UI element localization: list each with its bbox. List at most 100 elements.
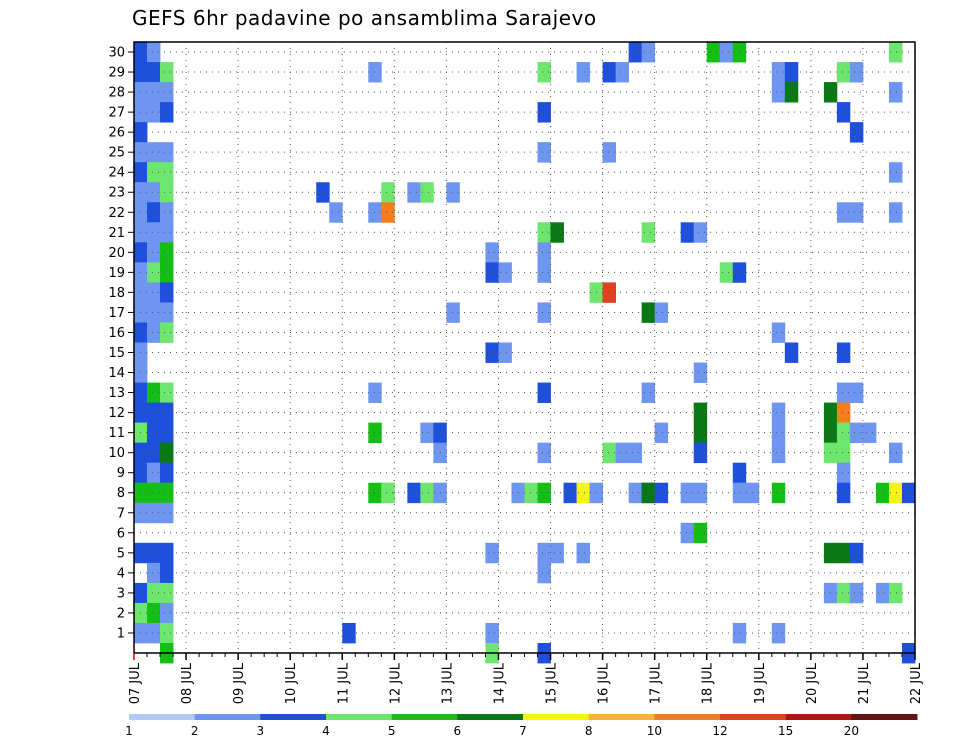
data-cell xyxy=(537,242,551,263)
data-cell xyxy=(836,102,851,123)
data-cell xyxy=(147,262,161,283)
colorbar-segment xyxy=(654,714,721,720)
y-tick-label: 29 xyxy=(108,66,125,81)
data-cell xyxy=(147,582,161,604)
y-tick-layer: 1234567891011121314151617181920212223242… xyxy=(108,46,134,641)
data-cell xyxy=(160,562,174,584)
data-cell xyxy=(160,182,174,203)
data-cell xyxy=(160,242,174,263)
data-cell xyxy=(147,562,161,584)
data-cell xyxy=(641,42,656,63)
data-cell xyxy=(784,342,799,363)
colorbar-segment xyxy=(326,714,393,720)
data-cell xyxy=(160,322,174,343)
data-cell xyxy=(849,122,864,143)
data-cell xyxy=(147,382,161,403)
data-cell xyxy=(836,542,851,564)
y-tick-label: 5 xyxy=(117,546,125,561)
data-cell xyxy=(498,342,512,363)
y-tick-label: 21 xyxy=(108,226,125,241)
data-cell xyxy=(147,462,161,484)
y-tick-label: 3 xyxy=(117,586,125,601)
data-cell xyxy=(693,522,708,544)
data-cell xyxy=(160,602,174,624)
data-cell xyxy=(420,182,434,203)
data-cell xyxy=(368,62,382,83)
colorbar-segment xyxy=(129,714,196,720)
data-cell xyxy=(550,222,564,243)
x-tick-label: 07 JUL xyxy=(128,662,143,704)
data-cell xyxy=(160,422,174,444)
x-tick-label: 08 JUL xyxy=(180,662,195,704)
data-cell xyxy=(160,262,174,283)
y-tick-label: 11 xyxy=(108,426,125,441)
data-cell xyxy=(849,422,864,444)
y-tick-label: 10 xyxy=(108,446,125,461)
data-cell xyxy=(368,422,382,444)
data-cell xyxy=(680,522,695,544)
data-cell xyxy=(888,582,903,604)
data-cell xyxy=(576,62,590,83)
data-cell xyxy=(485,242,499,263)
cells-layer xyxy=(134,42,916,664)
data-cell xyxy=(147,302,161,323)
data-cell xyxy=(160,62,174,83)
y-tick-label: 27 xyxy=(108,106,125,121)
colorbar-label: 8 xyxy=(585,724,593,738)
data-cell xyxy=(147,222,161,243)
data-cell xyxy=(693,362,708,383)
data-cell xyxy=(524,482,538,504)
data-cell xyxy=(147,502,161,524)
x-tick-label: 17 JUL xyxy=(649,662,664,704)
data-cell xyxy=(875,582,890,604)
data-cell xyxy=(836,402,851,424)
y-tick-label: 19 xyxy=(108,266,125,281)
data-cell xyxy=(602,62,617,83)
data-cell xyxy=(836,342,851,363)
y-tick-label: 17 xyxy=(108,306,125,321)
data-cell xyxy=(537,542,551,564)
y-tick-label: 8 xyxy=(117,486,125,501)
data-cell xyxy=(160,222,174,243)
data-cell xyxy=(888,202,903,223)
data-cell xyxy=(160,382,174,403)
data-cell xyxy=(888,442,903,464)
data-cell xyxy=(147,622,161,644)
data-cell xyxy=(160,462,174,484)
x-tick-label: 16 JUL xyxy=(597,662,612,704)
data-cell xyxy=(836,62,851,83)
data-cell xyxy=(147,202,161,223)
data-cell xyxy=(381,182,395,203)
data-cell xyxy=(732,482,747,504)
colorbar-segment xyxy=(391,714,458,720)
data-cell xyxy=(537,262,551,283)
data-cell xyxy=(888,482,903,504)
data-cell xyxy=(407,182,421,203)
data-cell xyxy=(368,382,382,403)
data-cell xyxy=(550,542,564,564)
data-cell xyxy=(147,142,161,163)
data-cell xyxy=(888,82,903,103)
data-cell xyxy=(602,282,617,303)
data-cell xyxy=(719,42,734,63)
y-tick-label: 1 xyxy=(117,626,125,641)
x-tick-label: 09 JUL xyxy=(232,662,247,704)
data-cell xyxy=(368,202,382,223)
colorbar-segment xyxy=(523,714,590,720)
data-cell xyxy=(537,222,551,243)
y-tick-label: 18 xyxy=(108,286,125,301)
data-cell xyxy=(732,462,747,484)
data-cell xyxy=(147,322,161,343)
data-cell xyxy=(147,442,161,464)
colorbar-label: 12 xyxy=(712,724,727,738)
y-tick-label: 20 xyxy=(108,246,125,261)
x-tick-label: 15 JUL xyxy=(545,662,560,704)
data-cell xyxy=(485,622,499,644)
y-tick-label: 30 xyxy=(108,46,125,61)
x-tick-label: 11 JUL xyxy=(336,662,351,704)
data-cell xyxy=(693,402,708,424)
data-cell xyxy=(836,202,851,223)
data-cell xyxy=(771,322,786,343)
data-cell xyxy=(628,442,643,464)
data-cell xyxy=(329,202,343,223)
